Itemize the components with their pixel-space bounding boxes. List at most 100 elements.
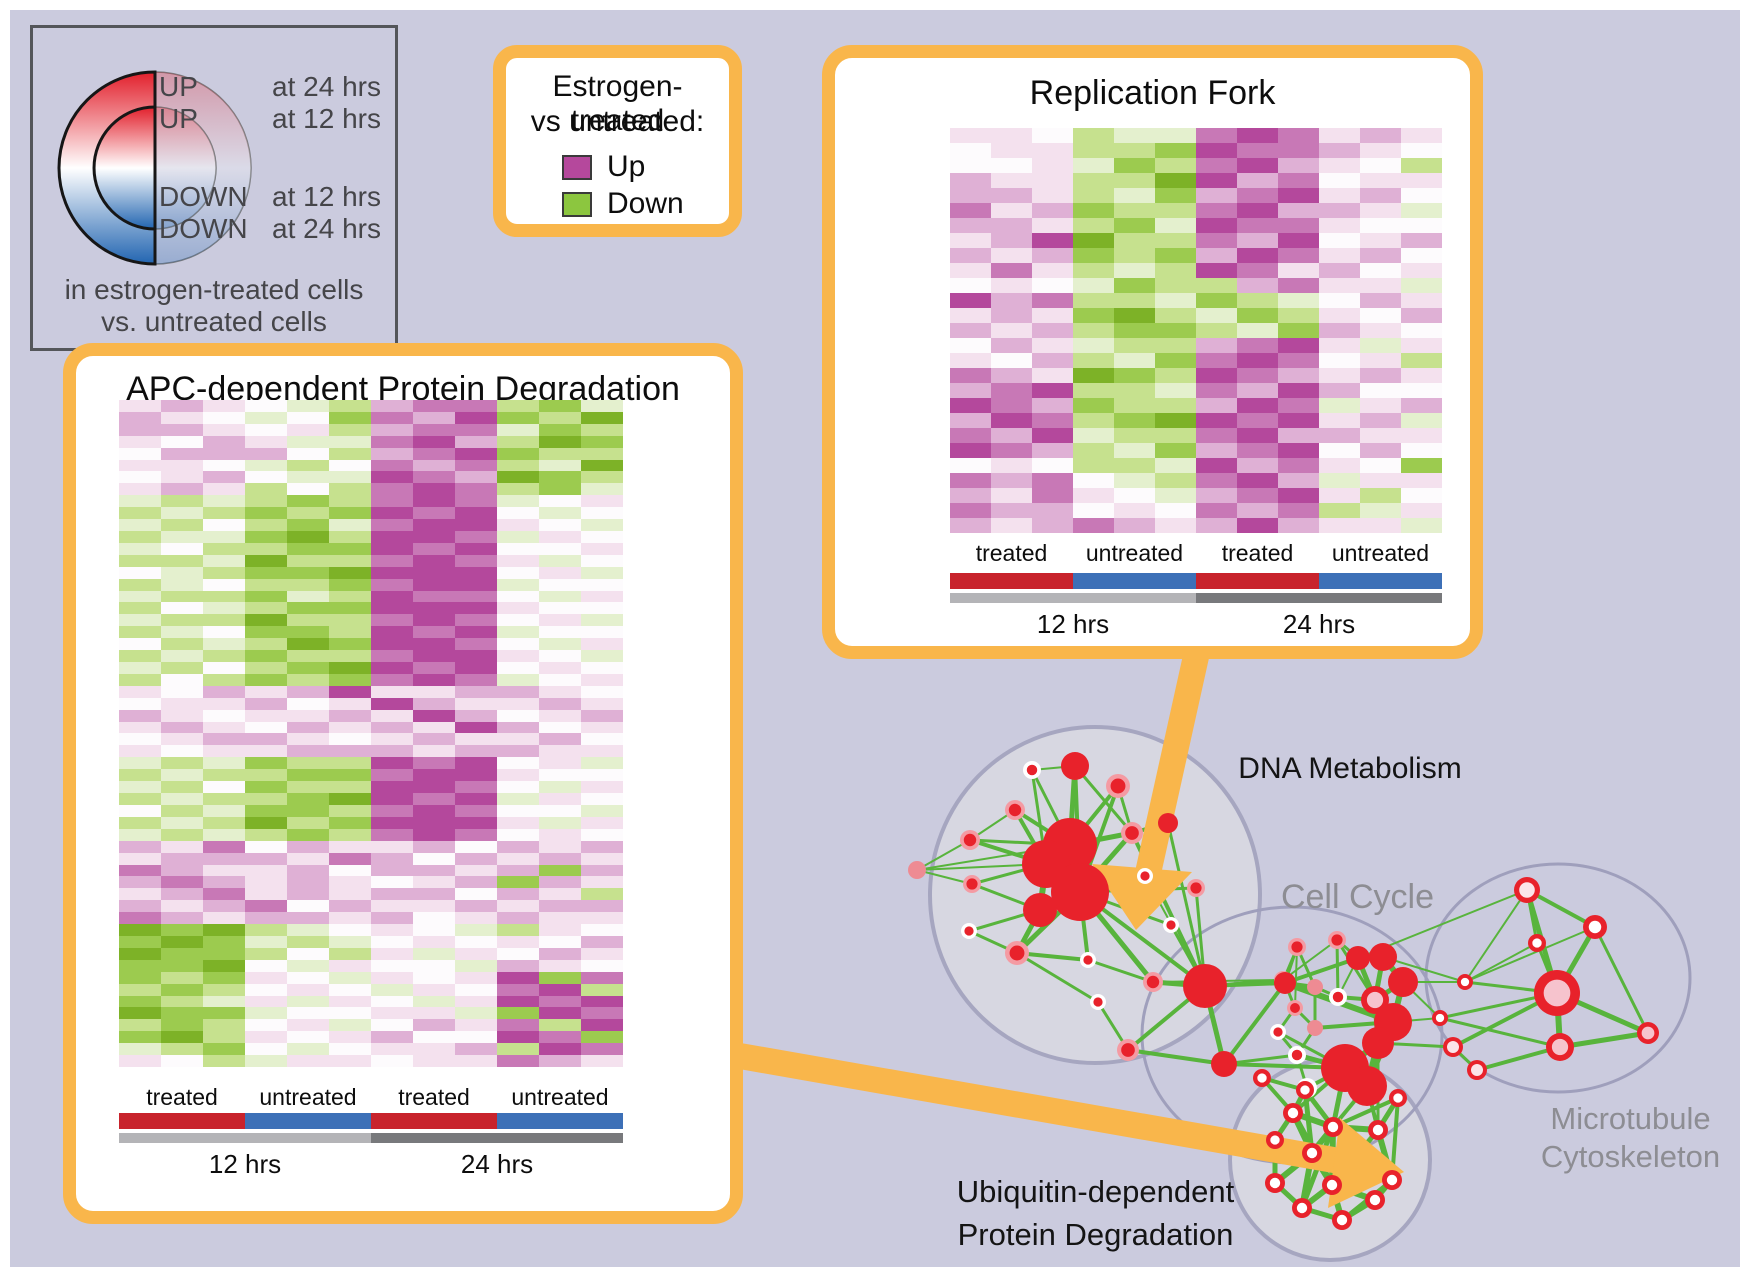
heatmap-cell — [413, 614, 455, 627]
heatmap-cell — [203, 1031, 245, 1044]
heatmap-cell — [287, 471, 329, 484]
treatment-group-label: untreated — [511, 1084, 609, 1110]
heatmap-cell — [1237, 278, 1278, 293]
heatmap-cell — [161, 662, 203, 674]
heatmap-cell — [329, 947, 371, 960]
heatmap-cell — [1032, 368, 1073, 383]
heatmap-cell — [1278, 188, 1319, 203]
heatmap-cell — [950, 323, 991, 338]
heatmap-cell — [119, 935, 161, 948]
heatmap-cell — [203, 531, 245, 543]
heatmap-cell — [455, 840, 497, 853]
heatmap-cell — [581, 400, 623, 412]
heatmap-cell — [539, 531, 581, 543]
heatmap-cell — [413, 519, 455, 532]
heatmap-cell — [1196, 293, 1237, 308]
heatmap-cell — [581, 721, 623, 734]
heatmap-cell — [581, 447, 623, 460]
heatmap-cell — [581, 935, 623, 948]
heatmap-cell — [497, 888, 539, 901]
heatmap-cell — [161, 947, 203, 960]
heatmap-cell — [371, 685, 413, 698]
heatmap-cell — [329, 757, 371, 770]
microtubule-cytoskeleton-label: Microtubule Cytoskeleton — [1488, 1100, 1750, 1176]
heatmap-cell — [950, 398, 991, 413]
heatmap-cell — [161, 495, 203, 508]
heatmap-cell — [413, 602, 455, 615]
heatmap-cell — [1401, 263, 1442, 278]
heatmap-cell — [245, 888, 287, 901]
heatmap-cell — [1360, 248, 1401, 263]
heatmap-cell — [203, 1007, 245, 1020]
heatmap-cell — [371, 852, 413, 865]
heatmap-cell — [1196, 143, 1237, 158]
network-node-core — [1366, 991, 1384, 1009]
heatmap-cell — [1155, 218, 1196, 233]
heatmap-cell — [203, 447, 245, 460]
heatmap-cell — [245, 947, 287, 960]
heatmap-cell — [119, 459, 161, 472]
heatmap-cell — [1278, 458, 1319, 473]
heatmap-cell — [287, 519, 329, 532]
heatmap-cell — [455, 912, 497, 925]
heatmap-cell — [119, 828, 161, 841]
heatmap-cell — [203, 495, 245, 508]
network-node — [1183, 964, 1227, 1008]
heatmap-cell — [329, 983, 371, 996]
heatmap-cell — [1073, 368, 1114, 383]
heatmap-cell — [950, 413, 991, 428]
heatmap-cell — [1114, 143, 1155, 158]
heatmap-cell — [371, 423, 413, 436]
heatmap-cell — [1073, 503, 1114, 518]
heatmap-cell — [287, 1055, 329, 1067]
heatmap-cell — [203, 816, 245, 829]
heatmap-cell — [413, 1007, 455, 1020]
treatment-group-label: treated — [146, 1084, 218, 1110]
heatmap-cell — [539, 900, 581, 913]
heatmap-cell — [1237, 293, 1278, 308]
heatmap-cell — [1114, 308, 1155, 323]
heatmap-cell — [413, 781, 455, 794]
heatmap-cell — [203, 662, 245, 674]
heatmap-cell — [329, 781, 371, 794]
network-node — [1346, 946, 1370, 970]
heatmap-cell — [581, 828, 623, 841]
heatmap-cell — [161, 912, 203, 925]
heatmap-cell — [497, 650, 539, 663]
heatmap-cell — [991, 308, 1032, 323]
heatmap-cell — [161, 935, 203, 948]
heatmap-cell — [1278, 263, 1319, 278]
heatmap-cell — [581, 971, 623, 984]
heatmap-cell — [287, 900, 329, 913]
microtubule-label-line1: Microtubule — [1550, 1101, 1711, 1136]
legend-dir: UP — [159, 103, 198, 134]
time-group-label: 12 hrs — [208, 1149, 282, 1179]
heatmap-cell — [1073, 173, 1114, 188]
heatmap-cell — [245, 531, 287, 543]
heatmap-cell — [287, 971, 329, 984]
heatmap-cell — [1114, 368, 1155, 383]
heatmap-cell — [245, 840, 287, 853]
heatmap-cell — [413, 566, 455, 579]
heatmap-cell — [371, 828, 413, 841]
heatmap-cell — [991, 128, 1032, 143]
heatmap-cell — [455, 638, 497, 651]
network-node-core — [1331, 934, 1343, 946]
rf-time-bar — [950, 593, 1442, 603]
heatmap-cell — [329, 673, 371, 686]
heatmap-cell — [371, 995, 413, 1008]
heatmap-cell — [329, 602, 371, 615]
heatmap-cell — [950, 218, 991, 233]
heatmap-cell — [413, 423, 455, 436]
heatmap-cell — [329, 745, 371, 758]
heatmap-cell — [539, 554, 581, 567]
heatmap-cell — [1237, 233, 1278, 248]
heatmap-cell — [1319, 203, 1360, 218]
heatmap-cell — [203, 685, 245, 698]
heatmap-cell — [581, 531, 623, 543]
heatmap-cell — [455, 459, 497, 472]
time-group-label: 24 hrs — [460, 1149, 534, 1179]
heatmap-cell — [371, 662, 413, 674]
heatmap-cell — [455, 447, 497, 460]
heatmap-cell — [1278, 293, 1319, 308]
